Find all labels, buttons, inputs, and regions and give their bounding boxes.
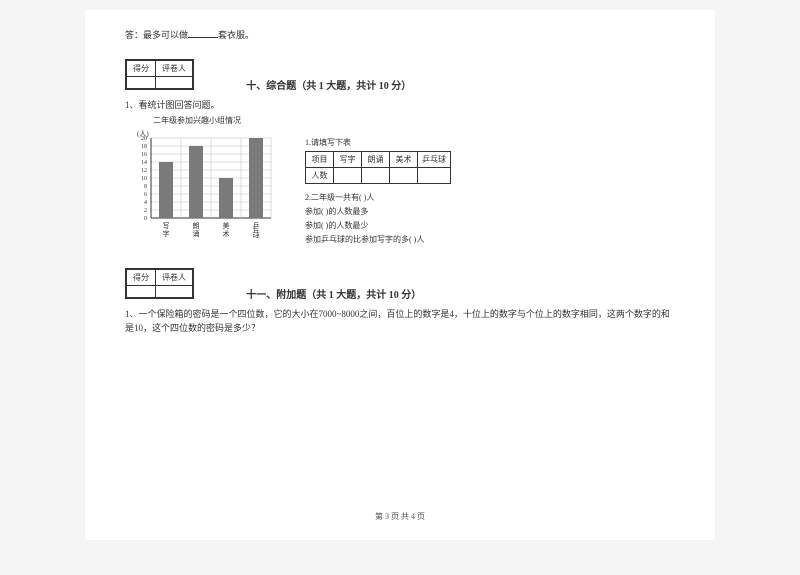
answer-suffix: 套衣服。 xyxy=(218,30,254,40)
score-box-10: 得分 评卷人 xyxy=(125,59,194,90)
section10-title: 十、综合题（共 1 大题，共计 10 分） xyxy=(246,77,411,92)
section11-title: 十一、附加题（共 1 大题，共计 10 分） xyxy=(246,286,421,301)
svg-text:6: 6 xyxy=(144,192,147,198)
bar-chart: (人) 0 xyxy=(125,128,285,238)
score-box-11: 得分 评卷人 xyxy=(125,268,194,299)
svg-text:写: 写 xyxy=(163,222,170,230)
row-label: 人数 xyxy=(306,168,334,184)
th-cat1: 写字 xyxy=(334,152,362,168)
svg-text:18: 18 xyxy=(141,144,147,150)
page-footer: 第 3 页 共 4 页 xyxy=(85,511,715,522)
svg-text:8: 8 xyxy=(144,184,147,190)
svg-text:诵: 诵 xyxy=(193,229,200,238)
answer-line: 答：最多可以做 套衣服。 xyxy=(125,28,675,41)
reviewer-cell[interactable] xyxy=(156,77,193,89)
chart-right-panel: 1.请填写下表 项目 写字 朗诵 美术 乒乓球 人数 2.二年级一共有( xyxy=(305,128,451,248)
sub-qb: 参加( )的人数最少 xyxy=(305,220,451,231)
svg-text:4: 4 xyxy=(144,200,147,206)
table-row: 人数 xyxy=(306,168,451,184)
svg-text:14: 14 xyxy=(141,160,147,166)
svg-text:字: 字 xyxy=(163,229,170,238)
svg-text:16: 16 xyxy=(141,152,147,158)
chart-title: 二年级参加兴趣小组情况 xyxy=(153,115,675,126)
th-project: 项目 xyxy=(306,152,334,168)
sub-qc: 参加乒乓球的比参加写字的多( )人 xyxy=(305,234,451,245)
svg-text:2: 2 xyxy=(144,208,147,214)
svg-text:10: 10 xyxy=(141,176,147,182)
svg-text:0: 0 xyxy=(144,216,147,222)
chart-area: (人) 0 xyxy=(125,128,675,248)
answer-blank[interactable] xyxy=(188,29,218,38)
score-label: 得分 xyxy=(127,61,156,77)
reviewer-cell[interactable] xyxy=(156,286,193,298)
svg-text:朗: 朗 xyxy=(193,221,200,230)
sub-q2: 2.二年级一共有( )人 xyxy=(305,192,451,203)
sub-qa: 参加( )的人数最多 xyxy=(305,206,451,217)
svg-text:球: 球 xyxy=(253,233,260,238)
q10-1-text: 1、看统计图回答问题。 xyxy=(125,98,675,111)
cell-blank[interactable] xyxy=(334,168,362,184)
fill-table: 项目 写字 朗诵 美术 乒乓球 人数 xyxy=(305,151,451,184)
score-cell[interactable] xyxy=(127,286,156,298)
table-row: 项目 写字 朗诵 美术 乒乓球 xyxy=(306,152,451,168)
reviewer-label: 评卷人 xyxy=(156,61,193,77)
page-container: 答：最多可以做 套衣服。 得分 评卷人 十、综合题（共 1 大题，共计 10 分）… xyxy=(85,10,715,540)
th-cat2: 朗诵 xyxy=(362,152,390,168)
section11-block: 得分 评卷人 十一、附加题（共 1 大题，共计 10 分） 1、一个保险箱的密码… xyxy=(125,268,675,336)
svg-text:12: 12 xyxy=(141,168,147,174)
section11-header: 得分 评卷人 十一、附加题（共 1 大题，共计 10 分） xyxy=(125,268,675,301)
table-prompt: 1.请填写下表 xyxy=(305,137,451,148)
th-cat4: 乒乓球 xyxy=(418,152,451,168)
reviewer-label: 评卷人 xyxy=(156,270,193,286)
cell-blank[interactable] xyxy=(390,168,418,184)
th-cat3: 美术 xyxy=(390,152,418,168)
svg-text:术: 术 xyxy=(223,229,230,238)
q11-1-text: 1、一个保险箱的密码是一个四位数，它的大小在7000~8000之间，百位上的数字… xyxy=(125,307,675,336)
score-cell[interactable] xyxy=(127,77,156,89)
svg-text:20: 20 xyxy=(141,136,147,142)
cell-blank[interactable] xyxy=(362,168,390,184)
section10-header: 得分 评卷人 十、综合题（共 1 大题，共计 10 分） xyxy=(125,59,675,92)
answer-prefix: 答：最多可以做 xyxy=(125,30,188,40)
score-label: 得分 xyxy=(127,270,156,286)
svg-text:美: 美 xyxy=(223,221,230,230)
cell-blank[interactable] xyxy=(418,168,451,184)
